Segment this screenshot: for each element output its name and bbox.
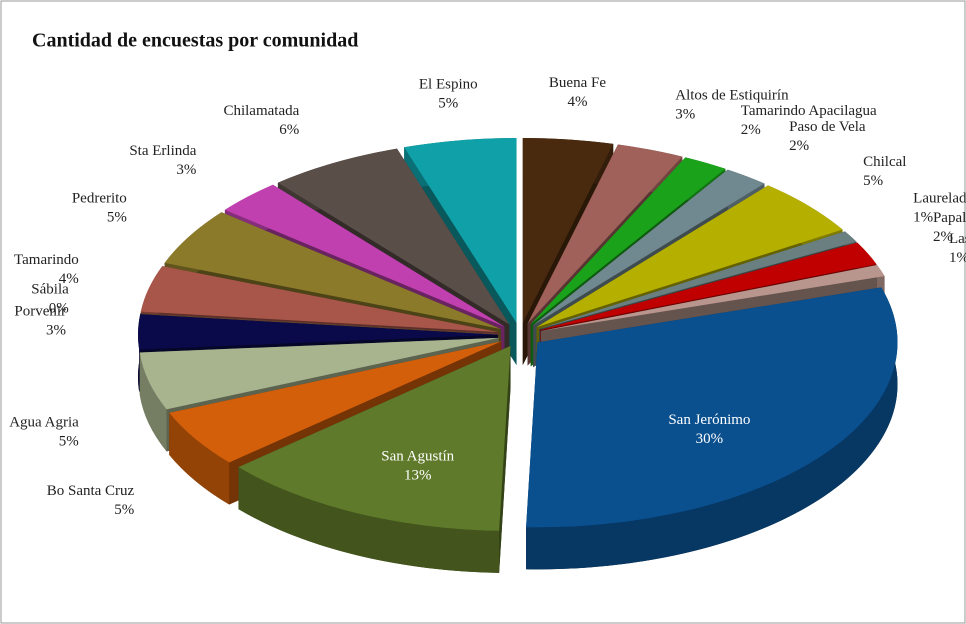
slice-top (526, 287, 898, 528)
data-label-name: Pedrerito (72, 190, 127, 206)
data-label-name: Chilcal (863, 154, 906, 170)
data-label-value: 2% (741, 122, 761, 138)
data-label-name: Sábila (31, 281, 69, 297)
slice-top (277, 148, 510, 325)
data-label-value: 0% (49, 300, 69, 316)
data-label-name: Tamarindo (14, 252, 79, 268)
slice-top (138, 314, 499, 350)
slice-top (536, 185, 843, 328)
data-label-value: 13% (404, 468, 432, 484)
data-label-name: Chilamatada (223, 103, 299, 119)
slice-top (527, 144, 683, 324)
slice-side (139, 352, 167, 452)
slice-top (140, 313, 499, 334)
slice-top (238, 345, 511, 531)
data-label-value: 5% (107, 209, 127, 225)
data-label-value: 6% (279, 122, 299, 138)
data-label-name: Bo Santa Cruz (47, 483, 135, 499)
data-label-name: San Jerónimo (668, 412, 750, 428)
slice-edge (499, 345, 511, 573)
data-label-value: 4% (567, 94, 587, 110)
slice-top (164, 212, 501, 329)
slice-top (533, 169, 765, 326)
data-label-name: Paso de Vela (789, 119, 866, 135)
slice (238, 345, 511, 573)
slice-side (169, 412, 230, 505)
data-label-value: 1% (913, 209, 933, 225)
data-label-value: 2% (789, 138, 809, 154)
slice-top (404, 138, 517, 324)
data-label-value: 5% (438, 95, 458, 111)
data-label-value: 1% (949, 250, 966, 266)
slice-top (539, 231, 857, 329)
slice (526, 287, 898, 570)
data-label-name: Agua Agria (9, 415, 79, 431)
data-label-name: Buena Fe (549, 75, 606, 91)
data-label-name: San Agustín (381, 449, 454, 465)
data-label-name: Tamarindo Apacilagua (741, 103, 877, 119)
slice-top (140, 266, 499, 333)
data-label-value: 3% (675, 106, 695, 122)
slice-top (540, 265, 885, 332)
data-label-value: 4% (59, 271, 79, 287)
slice-top (530, 157, 726, 325)
data-label-name: Las Placitas (949, 231, 966, 247)
data-label-name: Papalon (933, 210, 966, 226)
slice-top (139, 337, 499, 410)
slice-top (169, 341, 502, 463)
data-label-value: 5% (114, 502, 134, 518)
slice-top (224, 184, 505, 327)
data-label-name: Sta Erlinda (129, 143, 196, 159)
data-label-name: El Espino (419, 76, 478, 92)
pie (138, 137, 898, 573)
data-label-value: 5% (59, 434, 79, 450)
data-label-value: 5% (863, 173, 883, 189)
slice-top (522, 137, 614, 323)
data-label-name: Altos de Estiquirín (675, 87, 789, 103)
slice-side (238, 467, 500, 573)
data-label-name: Porvenir (14, 304, 66, 320)
data-label-value: 3% (176, 162, 196, 178)
data-label-name: Laurelada (913, 190, 966, 206)
data-label-value: 3% (46, 323, 66, 339)
slice-top (540, 242, 877, 330)
slice-side (526, 287, 898, 570)
data-label-value: 30% (696, 431, 724, 447)
chart-title: Cantidad de encuestas por comunidad (32, 30, 358, 52)
data-label-value: 2% (933, 229, 953, 245)
